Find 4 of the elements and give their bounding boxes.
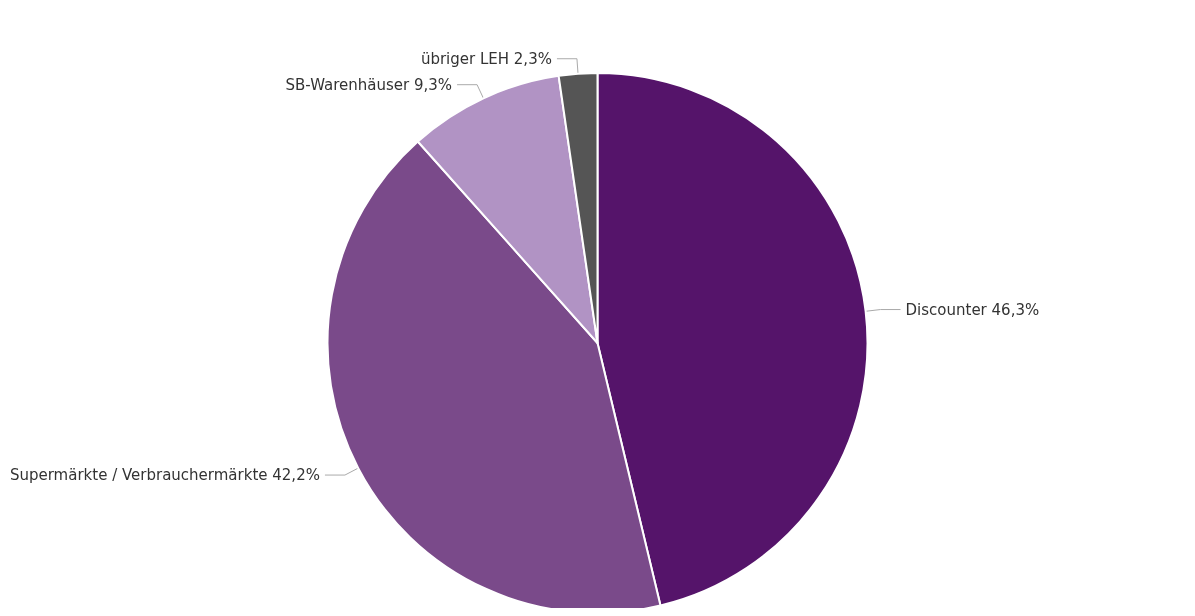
- slice-label: SB-Warenhäuser 9,3%: [285, 75, 453, 94]
- slice-label: Discounter 46,3%: [905, 300, 1040, 319]
- slice-label: Supermärkte / Verbrauchermärkte 42,2%: [9, 466, 320, 485]
- slice-label: übriger LEH 2,3%: [420, 49, 552, 68]
